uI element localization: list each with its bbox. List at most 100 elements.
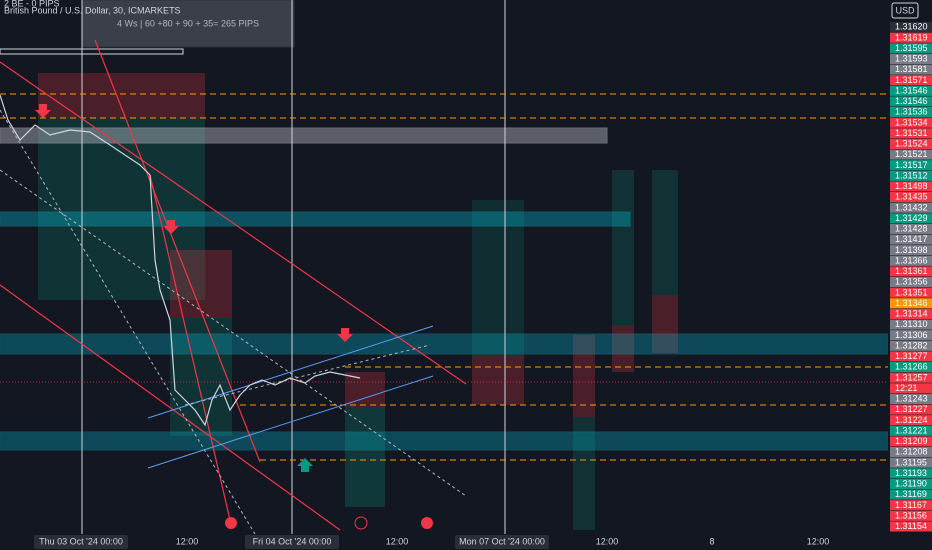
price-label: 1.31524 (895, 139, 928, 149)
levels (0, 93, 888, 461)
channel (147, 325, 434, 469)
price-label-bg (890, 510, 932, 521)
price-label-bg (890, 202, 932, 213)
price-label-bg (890, 330, 932, 341)
price-label-bg (890, 117, 932, 128)
price-label: 1.31266 (895, 362, 928, 372)
time-label: 12:00 (807, 536, 830, 546)
price-label: 1.31156 (895, 510, 927, 520)
price-label: 1.31154 (895, 521, 927, 531)
price-label: 1.31193 (895, 468, 927, 478)
time-label: 12:00 (596, 536, 619, 546)
dashed-lines (0, 109, 467, 535)
price-path (0, 94, 361, 427)
price-label: 1.31195 (895, 457, 927, 467)
price-label: 1.31314 (895, 309, 928, 319)
price-label-bg (890, 128, 932, 139)
time-label: Mon 07 Oct '24 00:00 (459, 536, 545, 546)
price-label-bg (890, 107, 932, 118)
price-label-bg (890, 255, 932, 266)
price-label: 1.31366 (895, 255, 928, 265)
price-label: 1.31620 (895, 22, 928, 32)
time-label-bg (34, 535, 128, 549)
price-label: 1.31435 (895, 192, 928, 202)
zone (345, 407, 385, 507)
price-label: 1.31517 (895, 160, 928, 170)
note-text: 4 Ws | 60 +80 + 90 + 35= 265 PIPS (117, 18, 259, 28)
price-label-bg (890, 500, 932, 511)
price-label-bg (890, 32, 932, 43)
time-label: 12:00 (386, 536, 409, 546)
gray-zone (0, 127, 608, 144)
price-label-bg (890, 478, 932, 489)
price-label-bg (890, 415, 932, 426)
price-label: 1.31257 (895, 372, 928, 382)
price-label: 1.31209 (895, 436, 928, 446)
time-label: Fri 04 Oct '24 00:00 (253, 536, 332, 546)
price-label-bg (890, 22, 932, 33)
zone (472, 200, 524, 355)
note-bar (0, 48, 184, 55)
price-label: 1.31432 (895, 202, 928, 212)
price-label-bg (890, 383, 932, 394)
zone (652, 295, 678, 353)
demand-zone (0, 431, 889, 451)
trend-lines (0, 39, 467, 531)
price-label-bg (890, 213, 932, 224)
price-label-bg (890, 53, 932, 64)
drawings (0, 0, 889, 535)
price-label: 1.31351 (895, 287, 928, 297)
time-label-bg (245, 535, 339, 549)
price-label-bg (890, 457, 932, 468)
session-lines (81, 0, 506, 534)
price-label: 1.31310 (895, 319, 928, 329)
price-label: 1.31428 (895, 224, 928, 234)
price-label-bg (890, 96, 932, 107)
price-label-bg (890, 287, 932, 298)
price-label: 1.31361 (895, 266, 928, 276)
price-label-bg (890, 468, 932, 479)
price-label-bg (890, 192, 932, 203)
time-labels: Thu 03 Oct '24 00:00 12:00 Fri 04 Oct '24 … (34, 535, 829, 549)
event-icons (225, 516, 433, 530)
price-label: 1.31356 (895, 277, 928, 287)
price-label-bg (890, 372, 932, 383)
zone (472, 355, 524, 405)
price-label: 1.31593 (895, 54, 928, 64)
price-label-bg (890, 340, 932, 351)
zone (573, 335, 595, 417)
price-label-bg (890, 436, 932, 447)
price-label: 1.31167 (895, 500, 927, 510)
price-label: 1.31346 (895, 298, 928, 308)
time-label-bg (455, 535, 549, 549)
price-label-bg (890, 404, 932, 415)
price-label: 1.31546 (895, 96, 928, 106)
zone (652, 170, 678, 295)
price-label-bg (890, 181, 932, 192)
price-label-bg (890, 75, 932, 86)
price-label-bg (890, 319, 932, 330)
price-label: 1.31595 (895, 43, 928, 53)
price-label: 1.31243 (895, 394, 928, 404)
short-zone (170, 250, 232, 318)
price-label: 1.31571 (895, 75, 928, 85)
price-label: 1.31512 (895, 170, 928, 180)
price-label: 1.31221 (895, 425, 928, 435)
price-label-bg (890, 170, 932, 181)
price-label-bg (890, 308, 932, 319)
zone (612, 325, 634, 372)
price-label: 1.31227 (895, 404, 928, 414)
symbol-title: British Pound / U.S. Dollar, 30, ICMARKE… (4, 5, 181, 15)
price-label: 1.31581 (895, 64, 928, 74)
price-label: 1.31417 (895, 234, 928, 244)
price-label-bg (890, 234, 932, 245)
currency-button[interactable] (891, 2, 919, 19)
price-label: 1.31282 (895, 340, 928, 350)
price-label-bg (890, 245, 932, 256)
time-label: 8 (709, 536, 714, 546)
price-label-bg (890, 138, 932, 149)
note-top: 2 BE - 0 PIPS (4, 0, 60, 8)
price-label-bg (890, 298, 932, 309)
